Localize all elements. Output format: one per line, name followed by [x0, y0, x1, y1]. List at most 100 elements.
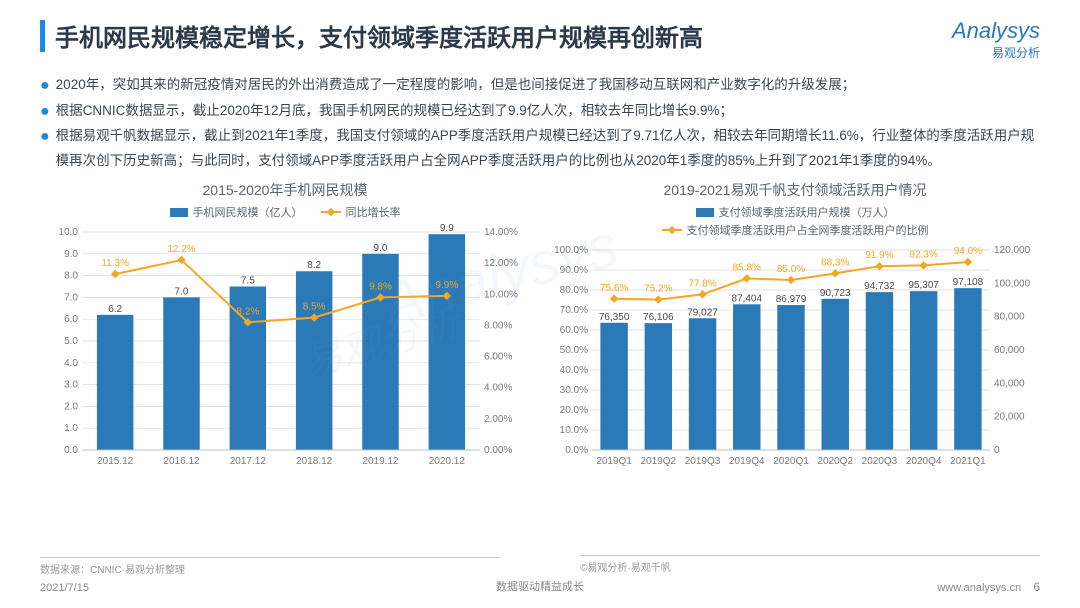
svg-text:95,307: 95,307 — [908, 280, 939, 291]
svg-text:2.0: 2.0 — [64, 402, 78, 413]
chart2-legend-line: 支付领域季度活跃用户占全网季度活跃用户的比例 — [662, 222, 929, 238]
svg-text:7.5: 7.5 — [241, 276, 255, 287]
svg-text:86,979: 86,979 — [776, 294, 807, 305]
title-block: 手机网民规模稳定增长，支付领域季度活跃用户规模再创新高 — [40, 18, 703, 53]
chart2-legend-line-label: 支付领域季度活跃用户占全网季度活跃用户的比例 — [687, 222, 929, 238]
svg-text:4.0: 4.0 — [64, 358, 78, 369]
svg-text:5.0: 5.0 — [64, 336, 78, 347]
bullet-text: 2020年，突如其来的新冠疫情对居民的外出消费造成了一定程度的影响，但是也间接促… — [56, 73, 856, 98]
svg-text:20,000: 20,000 — [994, 412, 1025, 423]
bullet-item: ●根据CNNIC数据显示，截止2020年12月底，我国手机网民的规模已经达到了9… — [40, 99, 1040, 125]
svg-text:10.0%: 10.0% — [560, 425, 588, 436]
svg-text:9.9: 9.9 — [440, 223, 454, 234]
chart-left: 2015-2020年手机网民规模 手机网民规模（亿人） 同比增长率 0.0 1.0… — [40, 180, 530, 472]
svg-text:1.0: 1.0 — [64, 423, 78, 434]
svg-text:12.00%: 12.00% — [484, 258, 518, 269]
svg-text:92.3%: 92.3% — [909, 250, 937, 261]
svg-text:9.8%: 9.8% — [369, 282, 392, 293]
svg-text:7.0: 7.0 — [175, 287, 189, 298]
svg-text:20.0%: 20.0% — [560, 405, 588, 416]
footer-source-left: 数据来源：CNNIC·易观分析整理 — [40, 557, 500, 576]
svg-text:2015.12: 2015.12 — [97, 456, 134, 467]
chart1-legend-bar: 手机网民规模（亿人） — [170, 204, 303, 220]
svg-text:88.3%: 88.3% — [821, 258, 849, 269]
bullet-list: ●2020年，突如其来的新冠疫情对居民的外出消费造成了一定程度的影响，但是也间接… — [40, 73, 1040, 174]
svg-text:50.0%: 50.0% — [560, 345, 588, 356]
svg-text:100.0%: 100.0% — [554, 245, 588, 256]
chart2-svg: 0.0%10.0%20.0%30.0%40.0%50.0%60.0%70.0%8… — [550, 240, 1040, 472]
svg-text:3.0: 3.0 — [64, 380, 78, 391]
svg-text:2017.12: 2017.12 — [230, 456, 267, 467]
logo: Analysys 易观分析 — [952, 18, 1040, 61]
svg-text:12.2%: 12.2% — [167, 244, 195, 255]
svg-text:8.2: 8.2 — [307, 260, 321, 271]
svg-text:91.9%: 91.9% — [865, 250, 893, 261]
chart1-legend-line: 同比增长率 — [321, 204, 401, 220]
bullet-dot: ● — [40, 124, 50, 150]
svg-text:9.9%: 9.9% — [435, 280, 458, 291]
footer-center: 数据驱动精益成长 — [496, 578, 584, 594]
chart1-legend-line-label: 同比增长率 — [346, 204, 401, 220]
svg-text:2020Q4: 2020Q4 — [906, 456, 942, 467]
chart1-legend: 手机网民规模（亿人） 同比增长率 — [40, 204, 530, 220]
svg-text:0.0: 0.0 — [64, 445, 78, 456]
page-number: 6 — [1033, 580, 1040, 594]
footer-source-right: ©易观分析·易观千帆 — [580, 555, 1040, 574]
chart1-svg: 0.01.02.03.04.05.06.07.08.09.010.00.00%2… — [40, 222, 530, 472]
svg-text:9.0: 9.0 — [374, 243, 388, 254]
svg-text:2019.12: 2019.12 — [362, 456, 399, 467]
svg-text:0: 0 — [994, 445, 1000, 456]
svg-text:76,106: 76,106 — [643, 312, 674, 323]
chart1-title: 2015-2020年手机网民规模 — [40, 180, 530, 200]
svg-text:0.0%: 0.0% — [565, 445, 588, 456]
footer-left: 数据来源：CNNIC·易观分析整理 2021/7/15 — [40, 557, 500, 594]
svg-text:90,723: 90,723 — [820, 288, 851, 299]
svg-text:70.0%: 70.0% — [560, 305, 588, 316]
charts-row: 2015-2020年手机网民规模 手机网民规模（亿人） 同比增长率 0.0 1.0… — [40, 180, 1040, 472]
svg-text:2019Q3: 2019Q3 — [685, 456, 721, 467]
bullet-item: ●根据易观千帆数据显示，截止到2021年1季度，我国支付领域的APP季度活跃用户… — [40, 124, 1040, 174]
bullet-dot: ● — [40, 73, 50, 99]
legend-swatch-bar — [696, 208, 714, 217]
svg-text:94,732: 94,732 — [864, 281, 895, 292]
svg-text:30.0%: 30.0% — [560, 385, 588, 396]
footer-right: ©易观分析·易观千帆 www.analysys.cn 6 — [580, 555, 1040, 594]
svg-text:2020Q1: 2020Q1 — [773, 456, 809, 467]
svg-text:10.0: 10.0 — [59, 227, 79, 238]
svg-text:60.0%: 60.0% — [560, 325, 588, 336]
svg-text:120,000: 120,000 — [994, 245, 1031, 256]
svg-text:2019Q2: 2019Q2 — [641, 456, 677, 467]
svg-text:8.0: 8.0 — [64, 271, 78, 282]
svg-text:9.0: 9.0 — [64, 249, 78, 260]
svg-text:85.0%: 85.0% — [777, 264, 805, 275]
svg-text:75.6%: 75.6% — [600, 283, 628, 294]
svg-text:2020.12: 2020.12 — [429, 456, 466, 467]
svg-text:80.0%: 80.0% — [560, 285, 588, 296]
svg-text:6.2: 6.2 — [108, 304, 122, 315]
footer-date: 2021/7/15 — [40, 582, 500, 594]
svg-text:80,000: 80,000 — [994, 312, 1025, 323]
svg-text:2020Q2: 2020Q2 — [817, 456, 853, 467]
svg-text:6.0: 6.0 — [64, 314, 78, 325]
bullet-dot: ● — [40, 99, 50, 125]
svg-text:40,000: 40,000 — [994, 378, 1025, 389]
svg-text:76,350: 76,350 — [599, 312, 630, 323]
svg-text:2019Q1: 2019Q1 — [596, 456, 632, 467]
bullet-text: 根据CNNIC数据显示，截止2020年12月底，我国手机网民的规模已经达到了9.… — [56, 99, 733, 124]
svg-text:6.00%: 6.00% — [484, 352, 512, 363]
legend-swatch-bar — [170, 208, 188, 217]
chart2-legend-bar: 支付领域季度活跃用户规模（万人） — [696, 204, 895, 220]
chart-right: 2019-2021易观千帆支付领域活跃用户情况 支付领域季度活跃用户规模（万人）… — [550, 180, 1040, 472]
logo-brand: Analysys — [952, 18, 1040, 44]
footer: 数据来源：CNNIC·易观分析整理 2021/7/15 数据驱动精益成长 ©易观… — [40, 555, 1040, 594]
svg-text:100,000: 100,000 — [994, 278, 1031, 289]
svg-text:60,000: 60,000 — [994, 345, 1025, 356]
header: 手机网民规模稳定增长，支付领域季度活跃用户规模再创新高 Analysys 易观分… — [40, 18, 1040, 61]
svg-text:8.00%: 8.00% — [484, 321, 512, 332]
svg-text:7.0: 7.0 — [64, 293, 78, 304]
page-title: 手机网民规模稳定增长，支付领域季度活跃用户规模再创新高 — [55, 18, 703, 53]
svg-text:90.0%: 90.0% — [560, 265, 588, 276]
svg-text:2018.12: 2018.12 — [296, 456, 333, 467]
svg-text:14.00%: 14.00% — [484, 227, 518, 238]
svg-text:8.5%: 8.5% — [303, 302, 326, 313]
